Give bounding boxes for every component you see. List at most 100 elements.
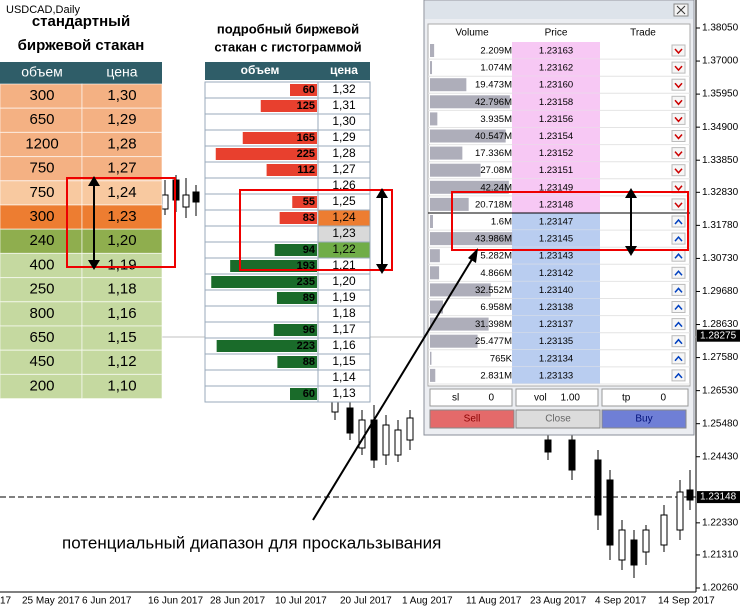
trade-button[interactable] (671, 198, 686, 211)
trade-button[interactable] (671, 335, 686, 348)
volume-bar (430, 283, 491, 297)
price-cell (512, 349, 600, 367)
trade-button[interactable] (671, 232, 686, 245)
volume: 650 (29, 329, 54, 346)
price-cell (512, 161, 600, 179)
volume: 650 (29, 111, 54, 128)
volume-bar (430, 351, 432, 365)
volume: 200 (29, 377, 54, 394)
trade-arrow (674, 321, 683, 328)
price-cell (512, 230, 600, 248)
volume: 55 (303, 196, 315, 208)
volume-bar (430, 44, 435, 57)
volume: 31.398M (475, 319, 512, 330)
price-cell (512, 298, 600, 316)
price: 1.23154 (539, 131, 573, 142)
trade-button[interactable] (671, 266, 686, 279)
volume: 112 (297, 164, 315, 176)
price: 1.23137 (539, 319, 573, 330)
volume: 300 (29, 87, 54, 104)
input-box[interactable] (429, 388, 513, 407)
cell (0, 107, 83, 133)
volume: 42.796M (475, 97, 512, 108)
trade-arrow (674, 185, 683, 191)
trade-button[interactable] (671, 112, 686, 125)
price-label: 1.21310 (702, 550, 739, 561)
cell (204, 225, 319, 243)
range-arrows (88, 176, 637, 521)
price-cell (512, 110, 600, 128)
volume: 89 (303, 292, 315, 304)
trade-button[interactable] (671, 61, 686, 74)
trade-arrow (674, 218, 683, 225)
input-box[interactable] (515, 388, 599, 407)
range-box (451, 191, 689, 251)
trade-arrow (674, 82, 683, 89)
trade-button[interactable] (671, 44, 686, 57)
volume: 3.935M (480, 114, 512, 125)
price: 1.23140 (539, 285, 573, 296)
price: 1.23148 (539, 199, 573, 210)
trade-button[interactable] (671, 130, 686, 142)
price-cell (512, 213, 600, 231)
trade-arrow (674, 168, 683, 174)
volume: 300 (29, 208, 54, 225)
trade-arrow (674, 304, 683, 310)
volume: 250 (29, 281, 54, 298)
price-label: 1.29680 (702, 286, 739, 297)
trade-action[interactable] (601, 409, 687, 429)
price: 1,27 (332, 162, 356, 176)
trade-arrow (674, 116, 683, 123)
volume: 225 (297, 148, 315, 160)
trade-action[interactable] (429, 409, 515, 429)
volume-bar (430, 61, 433, 75)
trade-button[interactable] (671, 215, 686, 228)
trade-button[interactable] (671, 369, 686, 382)
trade-button[interactable] (671, 352, 686, 365)
trade-action[interactable] (515, 409, 601, 429)
price: 1,16 (107, 305, 136, 322)
cell (81, 301, 163, 327)
price-label: 1.22330 (702, 517, 739, 528)
cell (81, 373, 163, 400)
date-label: 10 Jul 2017 (275, 596, 327, 607)
cell (317, 385, 371, 403)
price-label: 1.31780 (702, 220, 739, 231)
price: 1,29 (107, 111, 136, 128)
cell (81, 228, 163, 254)
price: 1,15 (332, 354, 356, 368)
price: 1.23149 (539, 182, 573, 193)
volume: 19.473M (475, 80, 512, 91)
cell (0, 277, 83, 303)
trade-arrow (674, 338, 683, 345)
volume-bar (430, 197, 469, 211)
price: 1,30 (107, 87, 136, 104)
trade-button[interactable] (671, 147, 686, 160)
cell (81, 83, 163, 109)
volume: 223 (297, 340, 315, 352)
price: 1,19 (107, 256, 136, 273)
trade-button[interactable] (671, 283, 686, 296)
price: 1.23152 (539, 148, 573, 159)
price-label: 1.33850 (702, 155, 739, 166)
price: 1.23147 (539, 217, 573, 228)
volume: 450 (29, 353, 54, 370)
vol-value: 1.00 (561, 393, 581, 404)
volume-bar (292, 196, 317, 208)
price: 1,21 (332, 258, 356, 272)
trade-button[interactable] (671, 249, 686, 262)
trade-button[interactable] (671, 318, 686, 331)
trade-arrow (674, 372, 683, 379)
input-box[interactable] (601, 388, 689, 407)
volume-bar (274, 244, 317, 256)
price-marker (697, 491, 740, 504)
cell (204, 177, 319, 195)
trade-button[interactable] (671, 95, 686, 108)
trade-button[interactable] (671, 164, 686, 177)
trade-button[interactable] (671, 78, 686, 91)
price: 1,32 (332, 82, 356, 96)
volume-bar (276, 292, 317, 304)
trade-button[interactable] (671, 301, 686, 313)
cell (0, 131, 83, 158)
